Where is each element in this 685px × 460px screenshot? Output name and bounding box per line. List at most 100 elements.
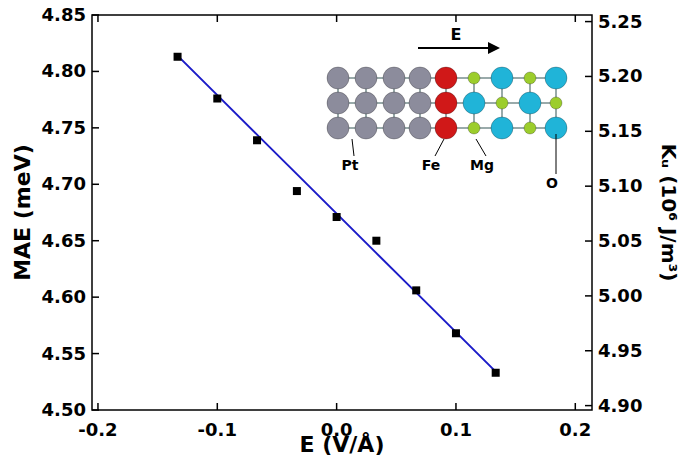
data-point	[293, 187, 301, 195]
atom	[355, 92, 377, 114]
y-tick-label: 4.50	[42, 399, 86, 420]
y-tick-label: 4.80	[42, 60, 86, 81]
y-tick-label: 4.65	[42, 230, 86, 251]
y2-tick-label: 4.95	[598, 340, 642, 361]
x-tick	[336, 403, 338, 410]
y-tick	[92, 409, 99, 411]
y2-tick	[585, 295, 592, 297]
atom	[409, 67, 431, 89]
y-tick-label: 4.75	[42, 117, 86, 138]
atom	[435, 67, 457, 89]
atom	[491, 117, 513, 139]
atom-label: Pt	[342, 157, 359, 173]
label-leader	[556, 134, 557, 174]
x-tick-label: -0.2	[78, 419, 117, 440]
y-tick	[92, 184, 99, 186]
atom	[327, 92, 349, 114]
y2-tick	[585, 76, 592, 78]
data-point	[174, 53, 182, 61]
x-tick-top	[336, 15, 338, 22]
x-axis-label: E (V/Å)	[300, 432, 385, 457]
data-point	[372, 237, 380, 245]
atom	[435, 117, 457, 139]
y-tick	[92, 296, 99, 298]
data-point	[333, 213, 341, 221]
y-tick	[92, 71, 99, 73]
atom	[383, 92, 405, 114]
field-arrow-head	[488, 42, 500, 54]
atom	[468, 122, 480, 134]
label-leader	[352, 139, 354, 156]
atom	[383, 67, 405, 89]
y2-tick-label: 4.90	[598, 395, 642, 416]
fit-line	[178, 56, 496, 372]
data-point	[253, 136, 261, 144]
x-tick-top	[217, 15, 219, 22]
label-leader	[435, 139, 444, 156]
y2-tick	[585, 350, 592, 352]
atom	[327, 67, 349, 89]
data-point	[492, 369, 500, 377]
atom	[409, 117, 431, 139]
y-tick-label: 4.55	[42, 343, 86, 364]
data-point	[412, 286, 420, 294]
atom-label: Mg	[470, 157, 494, 173]
atom	[550, 97, 562, 109]
x-tick	[97, 403, 99, 410]
plot-frame	[92, 15, 592, 410]
atom	[355, 117, 377, 139]
field-label: E	[451, 25, 462, 44]
y-tick-label: 4.85	[42, 4, 86, 25]
data-point	[213, 95, 221, 103]
y-axis-label: MAE (meV)	[10, 144, 35, 281]
atom	[491, 67, 513, 89]
x-tick-label: 0.2	[559, 419, 591, 440]
atom-label: O	[546, 175, 558, 191]
y2-tick	[585, 131, 592, 133]
label-leader	[476, 139, 486, 156]
inset: E Pt Fe Mg O	[327, 25, 567, 191]
y2-tick-label: 5.20	[598, 65, 642, 86]
field-arrow	[418, 47, 492, 49]
x-tick-top	[455, 15, 457, 22]
y-tick	[92, 353, 99, 355]
atom	[545, 67, 567, 89]
x-tick	[455, 403, 457, 410]
x-tick-top	[575, 15, 577, 22]
y2-tick-label: 5.10	[598, 175, 642, 196]
atom	[409, 92, 431, 114]
x-tick-label: 0.1	[440, 419, 472, 440]
atom	[519, 92, 541, 114]
y-tick-label: 4.70	[42, 173, 86, 194]
y2-tick	[585, 21, 592, 23]
x-tick-top	[97, 15, 99, 22]
atom	[383, 117, 405, 139]
atom	[327, 117, 349, 139]
x-tick	[217, 403, 219, 410]
atom-label: Fe	[422, 157, 441, 173]
y-tick-label: 4.60	[42, 286, 86, 307]
y-tick	[92, 240, 99, 242]
y-tick	[92, 14, 99, 16]
y2-tick-label: 5.05	[598, 230, 642, 251]
y2-tick	[585, 240, 592, 242]
y2-tick	[585, 405, 592, 407]
atom	[435, 92, 457, 114]
chart: -0.2-0.10.00.10.24.504.554.604.654.704.7…	[0, 0, 685, 460]
atom	[355, 67, 377, 89]
marks	[174, 53, 500, 377]
x-tick-label: -0.1	[198, 419, 237, 440]
y2-tick	[585, 185, 592, 187]
atom	[468, 72, 480, 84]
y2-tick-label: 5.25	[598, 11, 642, 32]
data-point	[452, 329, 460, 337]
atom	[463, 92, 485, 114]
x-tick	[575, 403, 577, 410]
atom	[524, 72, 536, 84]
y2-tick-label: 5.15	[598, 120, 642, 141]
y2-axis-label: Kᵤ (10⁶ J/m³)	[657, 144, 681, 282]
y2-tick-label: 5.00	[598, 285, 642, 306]
y-tick	[92, 127, 99, 129]
atom	[524, 122, 536, 134]
atom	[496, 97, 508, 109]
